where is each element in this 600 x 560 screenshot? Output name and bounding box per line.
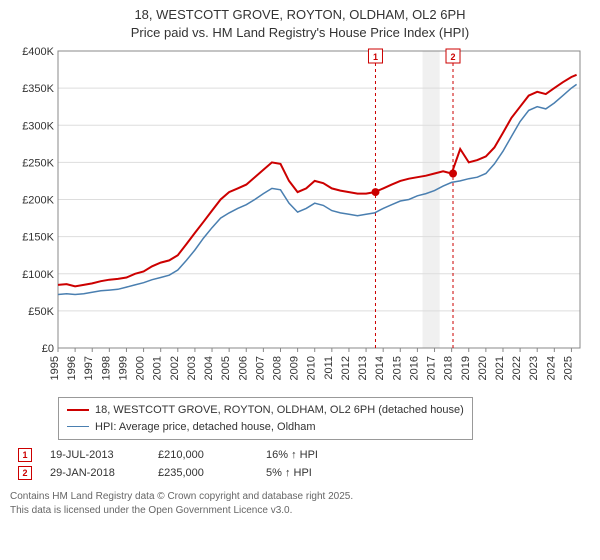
svg-text:1: 1 xyxy=(373,52,378,62)
svg-text:2020: 2020 xyxy=(477,356,489,380)
svg-text:£400K: £400K xyxy=(22,46,54,58)
sale-events-table: 1 19-JUL-2013 £210,000 16% ↑ HPI 2 29-JAN-201… xyxy=(18,448,590,484)
svg-text:2009: 2009 xyxy=(289,356,301,380)
svg-text:2025: 2025 xyxy=(562,356,574,380)
chart-container: 18, WESTCOTT GROVE, ROYTON, OLDHAM, OL2 … xyxy=(0,0,600,560)
svg-text:2005: 2005 xyxy=(220,356,232,380)
svg-text:2011: 2011 xyxy=(323,356,335,380)
event-row: 2 29-JAN-2018 £235,000 5% ↑ HPI xyxy=(18,466,590,480)
svg-text:2021: 2021 xyxy=(494,356,506,380)
event-delta: 5% ↑ HPI xyxy=(266,467,346,479)
legend-row: HPI: Average price, detached house, Oldh… xyxy=(67,419,464,436)
svg-text:1998: 1998 xyxy=(100,356,112,380)
svg-text:£0: £0 xyxy=(42,343,54,355)
svg-text:£350K: £350K xyxy=(22,83,54,95)
legend: 18, WESTCOTT GROVE, ROYTON, OLDHAM, OL2 … xyxy=(58,397,473,440)
svg-text:2006: 2006 xyxy=(237,356,249,380)
legend-label: 18, WESTCOTT GROVE, ROYTON, OLDHAM, OL2 … xyxy=(95,402,464,419)
svg-text:1995: 1995 xyxy=(49,356,61,380)
svg-text:2022: 2022 xyxy=(511,356,523,380)
svg-text:2012: 2012 xyxy=(340,356,352,380)
event-badge: 1 xyxy=(18,448,32,462)
legend-row: 18, WESTCOTT GROVE, ROYTON, OLDHAM, OL2 … xyxy=(67,402,464,419)
svg-text:£200K: £200K xyxy=(22,195,54,207)
chart-title: 18, WESTCOTT GROVE, ROYTON, OLDHAM, OL2 … xyxy=(10,6,590,41)
legend-swatch xyxy=(67,426,89,427)
svg-text:£250K: £250K xyxy=(22,157,54,169)
attribution-footer: Contains HM Land Registry data © Crown c… xyxy=(10,490,590,517)
footer-line-2: This data is licensed under the Open Gov… xyxy=(10,505,292,516)
title-line-2: Price paid vs. HM Land Registry's House … xyxy=(131,25,469,40)
svg-text:2016: 2016 xyxy=(408,356,420,380)
legend-label: HPI: Average price, detached house, Oldh… xyxy=(95,419,316,436)
svg-text:2024: 2024 xyxy=(545,356,557,380)
svg-text:£50K: £50K xyxy=(28,306,54,318)
event-delta: 16% ↑ HPI xyxy=(266,449,346,461)
svg-text:2003: 2003 xyxy=(186,356,198,380)
svg-text:1996: 1996 xyxy=(66,356,78,380)
svg-text:1997: 1997 xyxy=(83,356,95,380)
event-price: £210,000 xyxy=(158,449,248,461)
svg-text:2010: 2010 xyxy=(306,356,318,380)
line-chart-svg: £0 £50K £100K £150K £200K £250K £300K £350K £400… xyxy=(10,43,590,388)
svg-text:2002: 2002 xyxy=(169,356,181,380)
svg-text:2018: 2018 xyxy=(443,356,455,380)
chart-plot-area: £0 £50K £100K £150K £200K £250K £300K £350K £400… xyxy=(10,43,590,391)
footer-line-1: Contains HM Land Registry data © Crown c… xyxy=(10,491,353,502)
svg-text:2007: 2007 xyxy=(254,356,266,380)
svg-text:2008: 2008 xyxy=(271,356,283,380)
svg-text:2017: 2017 xyxy=(426,356,438,380)
svg-text:2: 2 xyxy=(451,52,456,62)
event-row: 1 19-JUL-2013 £210,000 16% ↑ HPI xyxy=(18,448,590,462)
svg-text:2014: 2014 xyxy=(374,356,386,380)
title-line-1: 18, WESTCOTT GROVE, ROYTON, OLDHAM, OL2 … xyxy=(134,7,465,22)
svg-text:2023: 2023 xyxy=(528,356,540,380)
svg-text:1999: 1999 xyxy=(117,356,129,380)
svg-text:£100K: £100K xyxy=(22,269,54,281)
event-price: £235,000 xyxy=(158,467,248,479)
svg-text:2019: 2019 xyxy=(460,356,472,380)
svg-text:£300K: £300K xyxy=(22,120,54,132)
legend-swatch xyxy=(67,409,89,411)
svg-text:£150K: £150K xyxy=(22,232,54,244)
svg-text:2000: 2000 xyxy=(135,356,147,380)
svg-text:2013: 2013 xyxy=(357,356,369,380)
event-date: 19-JUL-2013 xyxy=(50,449,140,461)
svg-text:2001: 2001 xyxy=(152,356,164,380)
event-date: 29-JAN-2018 xyxy=(50,467,140,479)
svg-text:2015: 2015 xyxy=(391,356,403,380)
svg-text:2004: 2004 xyxy=(203,356,215,380)
event-badge: 2 xyxy=(18,466,32,480)
